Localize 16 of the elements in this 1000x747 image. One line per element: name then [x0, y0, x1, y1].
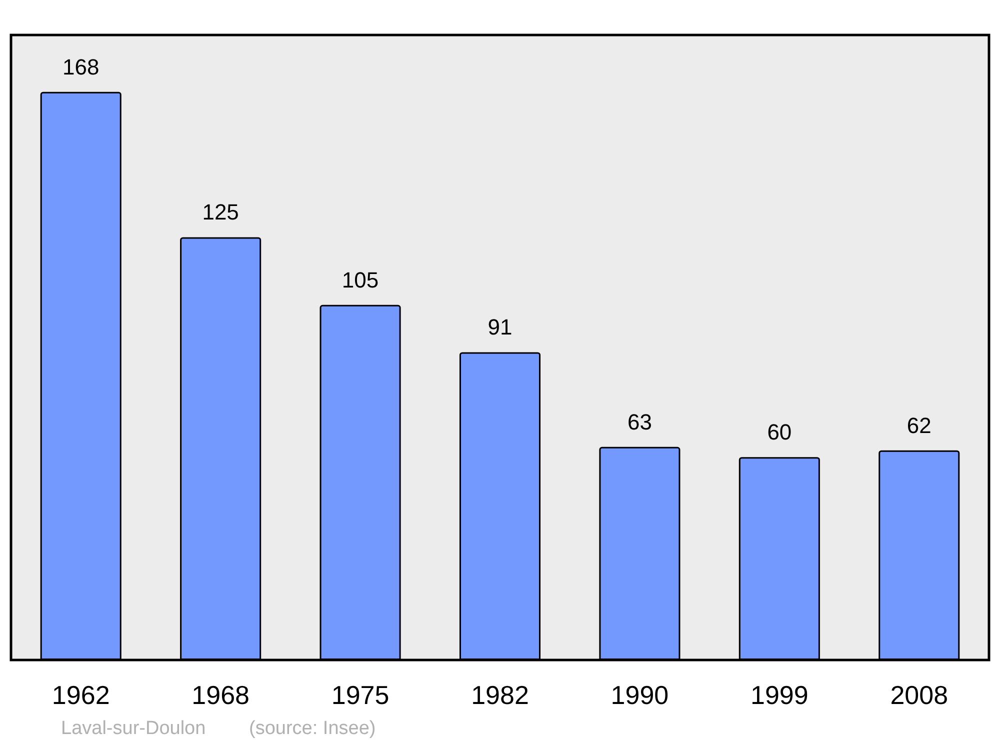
- x-tick-label: 1968: [192, 680, 250, 710]
- data-label: 125: [202, 200, 239, 225]
- x-tick-label: 2008: [890, 680, 948, 710]
- x-tick-label: 1990: [610, 680, 669, 710]
- x-tick-label: 1962: [52, 680, 110, 710]
- data-label: 62: [906, 412, 932, 438]
- data-label: 91: [488, 314, 512, 340]
- text: (source: Insee): [249, 718, 376, 739]
- data-label: 63: [627, 409, 652, 434]
- text: Laval-sur-Doulon: [61, 718, 206, 739]
- data-label: 105: [342, 267, 379, 292]
- data-label: 168: [62, 54, 100, 80]
- x-tick-label: 1982: [471, 680, 529, 710]
- data-label: 60: [767, 420, 792, 445]
- x-tick-label: 1975: [331, 680, 390, 710]
- x-tick-label: 1999: [750, 680, 808, 710]
